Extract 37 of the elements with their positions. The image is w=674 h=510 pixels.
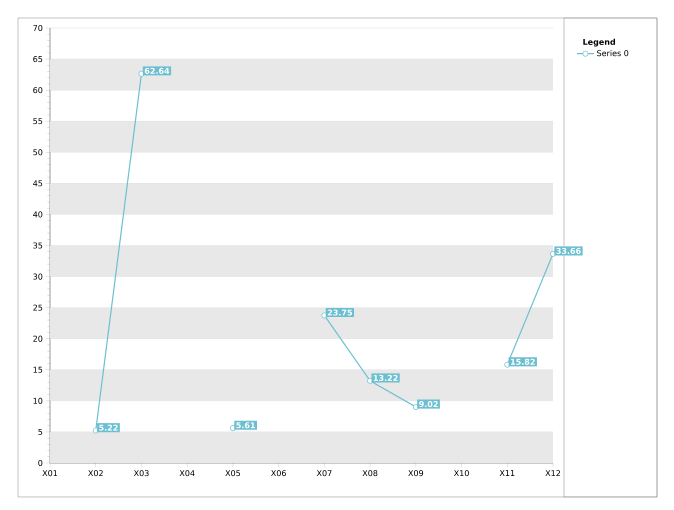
data-label: 5.61 (236, 422, 255, 428)
y-tick-label: 70 (33, 24, 42, 32)
data-label: 13.22 (374, 374, 398, 381)
y-tick-label: 40 (33, 211, 42, 218)
y-tick-label: 5 (38, 428, 42, 435)
x-tick-label: X08 (362, 470, 378, 476)
x-tick-label: X06 (271, 470, 286, 476)
y-tick-label: 60 (33, 87, 42, 94)
x-tick-label: X07 (316, 470, 332, 476)
x-tick-label: X12 (545, 470, 560, 476)
x-tick-label: X04 (180, 470, 195, 476)
x-tick-label: X03 (134, 470, 149, 476)
x-tick-label: X02 (88, 470, 103, 476)
y-tick-label: 45 (33, 180, 42, 186)
y-tick-label: 35 (33, 242, 42, 249)
y-tick-label: 10 (34, 398, 42, 404)
y-tick-label: 55 (33, 118, 42, 124)
data-label: 62.64 (144, 68, 170, 74)
data-label: 5.22 (99, 424, 118, 431)
y-tick-label: 0 (38, 460, 42, 466)
y-tick-label: 50 (33, 149, 42, 156)
x-tick-label: X10 (454, 470, 469, 476)
x-tick-label: X01 (42, 470, 58, 476)
y-tick-label: 30 (33, 274, 42, 280)
y-tick-label: 25 (33, 304, 42, 311)
data-label: 33.66 (556, 248, 581, 254)
x-tick-label: X11 (500, 470, 514, 476)
y-tick-label: 65 (33, 56, 42, 62)
legend-label: Series 0 (597, 50, 628, 56)
x-tick-label: X09 (408, 470, 424, 476)
y-tick-label: 15 (34, 366, 42, 373)
legend-title: Legend (583, 38, 616, 47)
y-tick-label: 20 (33, 336, 42, 342)
data-label: 15.82 (511, 358, 535, 365)
data-label: 23.75 (328, 309, 352, 316)
x-tick-label: X05 (225, 470, 240, 476)
data-label: 9.02 (419, 401, 438, 408)
